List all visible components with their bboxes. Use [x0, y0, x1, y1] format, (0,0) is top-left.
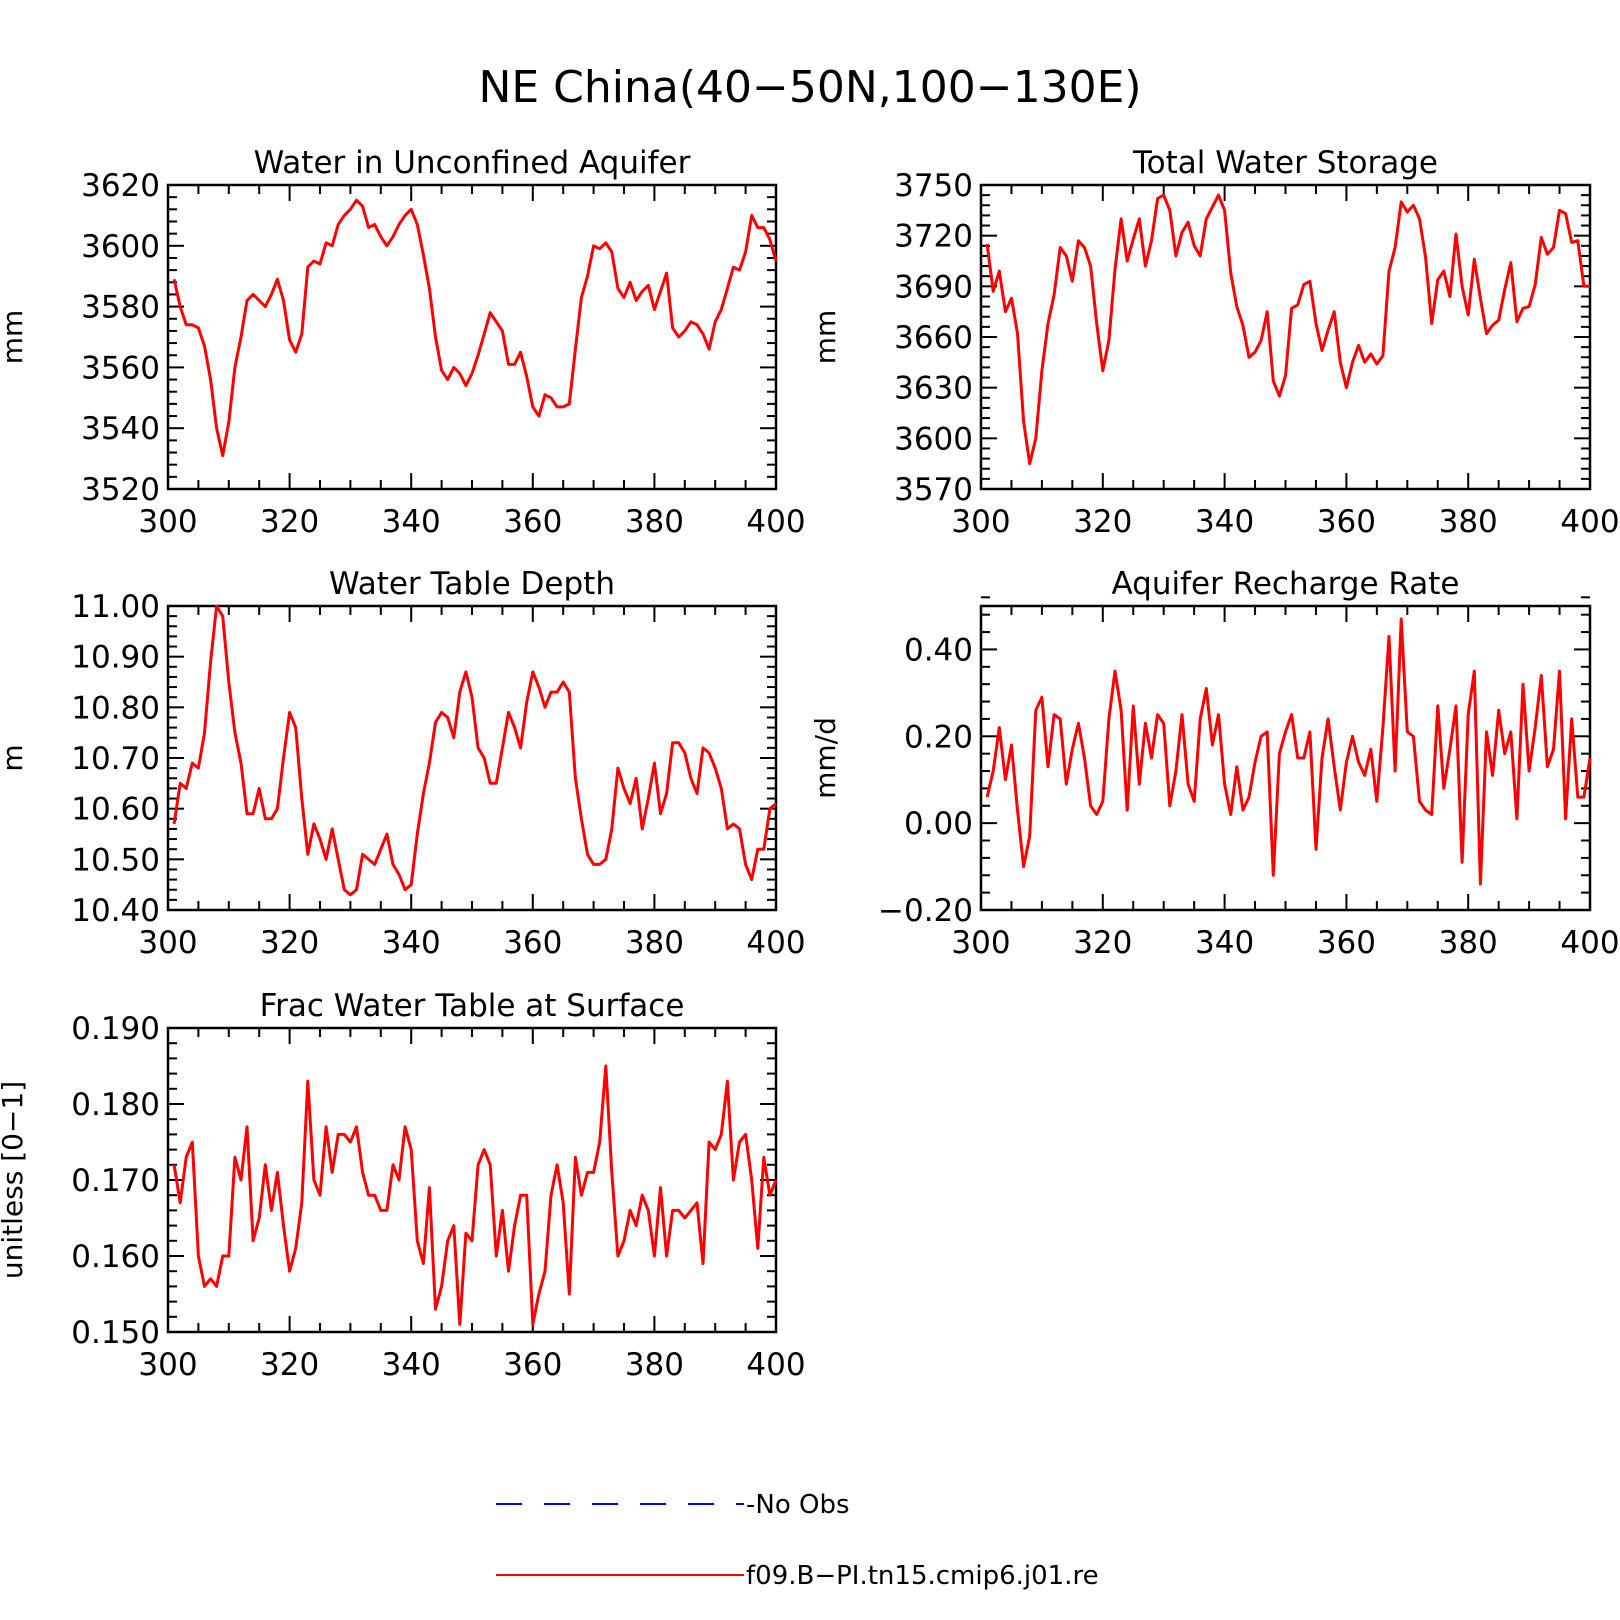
y-tick-label: 3560 [81, 350, 160, 386]
x-tick-label: 300 [138, 504, 197, 540]
data-series-line [985, 617, 1592, 886]
y-tick-label: 0.20 [904, 719, 973, 755]
chart-panel-3: Water Table Depth m 300 320 340 360 380 400 10.4… [0, 566, 806, 961]
x-tick-label: 340 [382, 504, 441, 540]
x-tick-label: 300 [138, 925, 197, 961]
x-tick-label: 340 [1195, 925, 1254, 961]
y-axis-label: mm [809, 310, 842, 365]
panel-title: Water in Unconfined Aquifer [254, 145, 691, 181]
y-tick-label: 0.160 [71, 1239, 160, 1275]
x-tick-label: 340 [1195, 504, 1254, 540]
y-tick-label: 3720 [894, 219, 973, 255]
y-tick-label: 3620 [81, 168, 160, 204]
x-tick-label: 400 [746, 504, 805, 540]
panel-title: Aquifer Recharge Rate [1112, 566, 1460, 602]
x-tick-label: 380 [1439, 925, 1498, 961]
y-tick-label: 11.00 [71, 589, 160, 625]
y-tick-label: −0.20 [878, 893, 973, 929]
legend-label: f09.B−PI.tn15.cmip6.j01.re [746, 1561, 1099, 1591]
y-tick-label: 3520 [81, 472, 160, 508]
y-axis-label: unitless [0−1] [0, 1081, 29, 1279]
panel-title: Water Table Depth [329, 566, 615, 602]
y-tick-label: 3630 [894, 371, 973, 407]
x-tick-label: 360 [1317, 504, 1376, 540]
y-tick-label: 3570 [894, 472, 973, 508]
y-tick-label: 3580 [81, 290, 160, 326]
x-tick-label: 320 [260, 1347, 319, 1383]
plot-frame [979, 183, 1592, 491]
plot-frame [166, 1026, 778, 1334]
x-tick-label: 400 [746, 925, 805, 961]
y-tick-label: 3600 [894, 421, 973, 457]
y-tick-label: 3750 [894, 168, 973, 204]
x-tick-label: 380 [625, 925, 684, 961]
figure-title: NE China(40−50N,100−130E) [478, 62, 1141, 113]
plot-frame [166, 183, 778, 491]
chart-panel-5: Frac Water Table at Surface unitless [0−1… [0, 988, 806, 1383]
chart-panel-1: Water in Unconfined Aquifer mm 300 320 340 36… [0, 145, 806, 540]
chart-panel-4: Aquifer Recharge Rate mm/d 300 320 340 360 380… [809, 566, 1620, 961]
x-tick-label: 340 [382, 925, 441, 961]
x-tick-label: 380 [625, 504, 684, 540]
legend-label: -No Obs [746, 1490, 850, 1520]
y-tick-label: 0.40 [904, 632, 973, 668]
y-tick-label: 0.180 [71, 1087, 160, 1123]
panel-title: Frac Water Table at Surface [260, 988, 685, 1024]
x-tick-label: 360 [503, 925, 562, 961]
chart-panel-2: Total Water Storage mm 300 320 340 360 380 400 3… [809, 145, 1620, 540]
x-tick-label: 300 [951, 504, 1010, 540]
x-tick-label: 400 [1560, 504, 1619, 540]
y-tick-label: 10.50 [71, 842, 160, 878]
y-tick-label: 10.90 [71, 640, 160, 676]
y-tick-label: 10.80 [71, 690, 160, 726]
y-tick-label: 3600 [81, 229, 160, 265]
x-tick-label: 300 [138, 1347, 197, 1383]
y-tick-label: 0.150 [71, 1315, 160, 1351]
y-axis-label: m [0, 744, 29, 771]
y-tick-label: 0.00 [904, 806, 973, 842]
y-tick-label: 3690 [894, 269, 973, 305]
y-tick-label: 10.70 [71, 741, 160, 777]
data-series-line [172, 604, 777, 897]
x-tick-label: 400 [746, 1347, 805, 1383]
plot-frame [979, 604, 1592, 912]
y-axis-label: mm [0, 310, 29, 365]
data-series-line [172, 198, 778, 458]
data-series-line [985, 193, 1590, 466]
legend: -No Obs f09.B−PI.tn15.cmip6.j01.re [496, 1490, 1099, 1591]
x-tick-label: 380 [1439, 504, 1498, 540]
x-tick-label: 360 [1317, 925, 1376, 961]
y-tick-label: 3660 [894, 320, 973, 356]
x-tick-label: 400 [1560, 925, 1619, 961]
x-tick-label: 320 [260, 925, 319, 961]
y-tick-label: 0.190 [71, 1011, 160, 1047]
y-tick-label: 10.40 [71, 893, 160, 929]
y-axis-label: mm/d [809, 717, 842, 799]
x-tick-label: 300 [951, 925, 1010, 961]
x-tick-label: 320 [1073, 925, 1132, 961]
y-tick-label: 3540 [81, 411, 160, 447]
x-tick-label: 340 [382, 1347, 441, 1383]
data-series-line [172, 1064, 778, 1326]
panels: Water in Unconfined Aquifer mm 300 320 340 36… [0, 145, 1620, 1383]
x-tick-label: 380 [625, 1347, 684, 1383]
x-tick-label: 320 [260, 504, 319, 540]
x-tick-label: 360 [503, 1347, 562, 1383]
panel-title: Total Water Storage [1132, 145, 1438, 181]
x-tick-label: 360 [503, 504, 562, 540]
x-tick-label: 320 [1073, 504, 1132, 540]
y-tick-label: 0.170 [71, 1163, 160, 1199]
y-tick-label: 10.60 [71, 792, 160, 828]
